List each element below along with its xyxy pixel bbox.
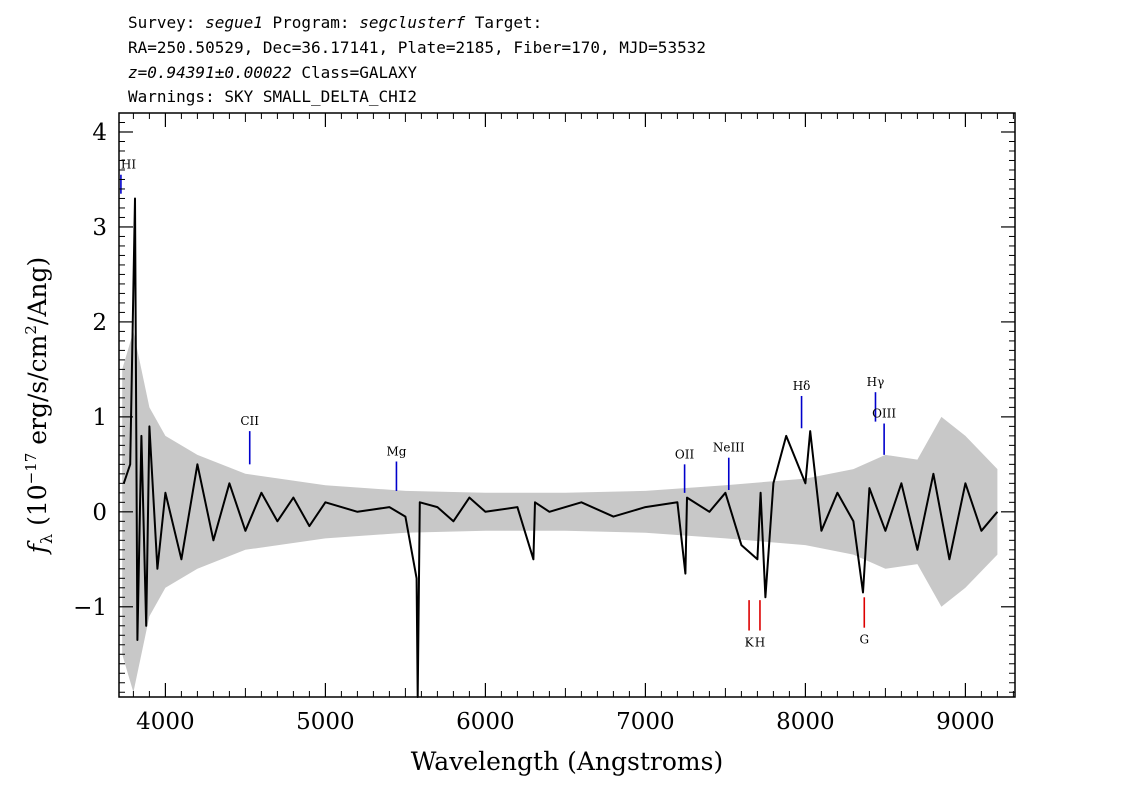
y-axis-symbol: f xyxy=(23,540,52,555)
target-label: Target: xyxy=(465,13,542,32)
x-tick-label: 8000 xyxy=(776,709,835,735)
plot-frame xyxy=(118,112,1016,698)
header-line-4: Warnings: SKY SMALL_DELTA_CHI2 xyxy=(128,87,417,106)
program-name: segclusterf xyxy=(359,13,465,32)
error-envelope xyxy=(122,331,998,693)
y-axis-subscript: λ xyxy=(37,534,56,544)
x-tick-label: 5000 xyxy=(296,709,355,735)
line-label-4: NeIII xyxy=(713,441,745,455)
flux-series xyxy=(122,197,999,698)
line-label-5: Hδ xyxy=(793,379,811,393)
y-axis-title: fλ (10−17 erg/s/cm2/Ang) xyxy=(22,257,56,556)
header: Survey: segue1 Program: segclusterf Targ… xyxy=(128,13,706,106)
y-tick-label: 0 xyxy=(92,500,107,526)
line-label-10: G xyxy=(859,633,869,647)
y-tick-label: 2 xyxy=(92,310,107,336)
line-label-2: Mg xyxy=(386,445,406,459)
line-label-1: CII xyxy=(240,414,259,428)
y-axis-units-tail: /Ang) xyxy=(23,257,52,325)
line-label-7: OIII xyxy=(872,407,896,421)
y-axis-units: erg/s/cm xyxy=(23,334,52,452)
line-label-3: OII xyxy=(675,447,695,461)
line-label-0: HI xyxy=(121,158,136,172)
program-prefix: Program: xyxy=(263,13,359,32)
header-line-2: RA=250.50529, Dec=36.17141, Plate=2185, … xyxy=(128,38,706,57)
survey-prefix: Survey: xyxy=(128,13,205,32)
redshift: z=0.94391±0.00022 xyxy=(128,63,292,82)
y-axis-open: (10 xyxy=(23,484,52,534)
object-class: Class=GALAXY xyxy=(292,63,418,82)
y-axis-exponent: −17 xyxy=(22,453,40,485)
y-tick-label: 3 xyxy=(92,215,107,241)
y-tick-label: −1 xyxy=(73,595,107,621)
x-tick-label: 4000 xyxy=(136,709,195,735)
axis-ticks: 4000 5000 6000 7000 8000 9000 −1 0 1 2 3 4 xyxy=(73,112,1015,735)
spectral-lines: HI CII Mg OII NeIII Hδ Hγ OIII K H G xyxy=(120,158,896,650)
line-label-9: H xyxy=(755,636,765,650)
header-line-3: z=0.94391±0.00022 Class=GALAXY xyxy=(128,63,417,82)
line-label-8: K xyxy=(745,636,755,650)
y-tick-label: 4 xyxy=(92,120,107,146)
error-band xyxy=(122,331,998,693)
y-axis-units-exponent: 2 xyxy=(22,325,40,335)
x-tick-label: 7000 xyxy=(616,709,675,735)
x-axis-title: Wavelength (Angstroms) xyxy=(411,747,723,776)
line-label-6: Hγ xyxy=(867,375,885,389)
survey-name: segue1 xyxy=(205,13,263,32)
header-line-1: Survey: segue1 Program: segclusterf Targ… xyxy=(128,13,542,32)
flux-line-0 xyxy=(122,197,999,698)
x-tick-label: 9000 xyxy=(936,709,995,735)
x-tick-label: 6000 xyxy=(456,709,515,735)
y-tick-label: 1 xyxy=(92,405,107,431)
